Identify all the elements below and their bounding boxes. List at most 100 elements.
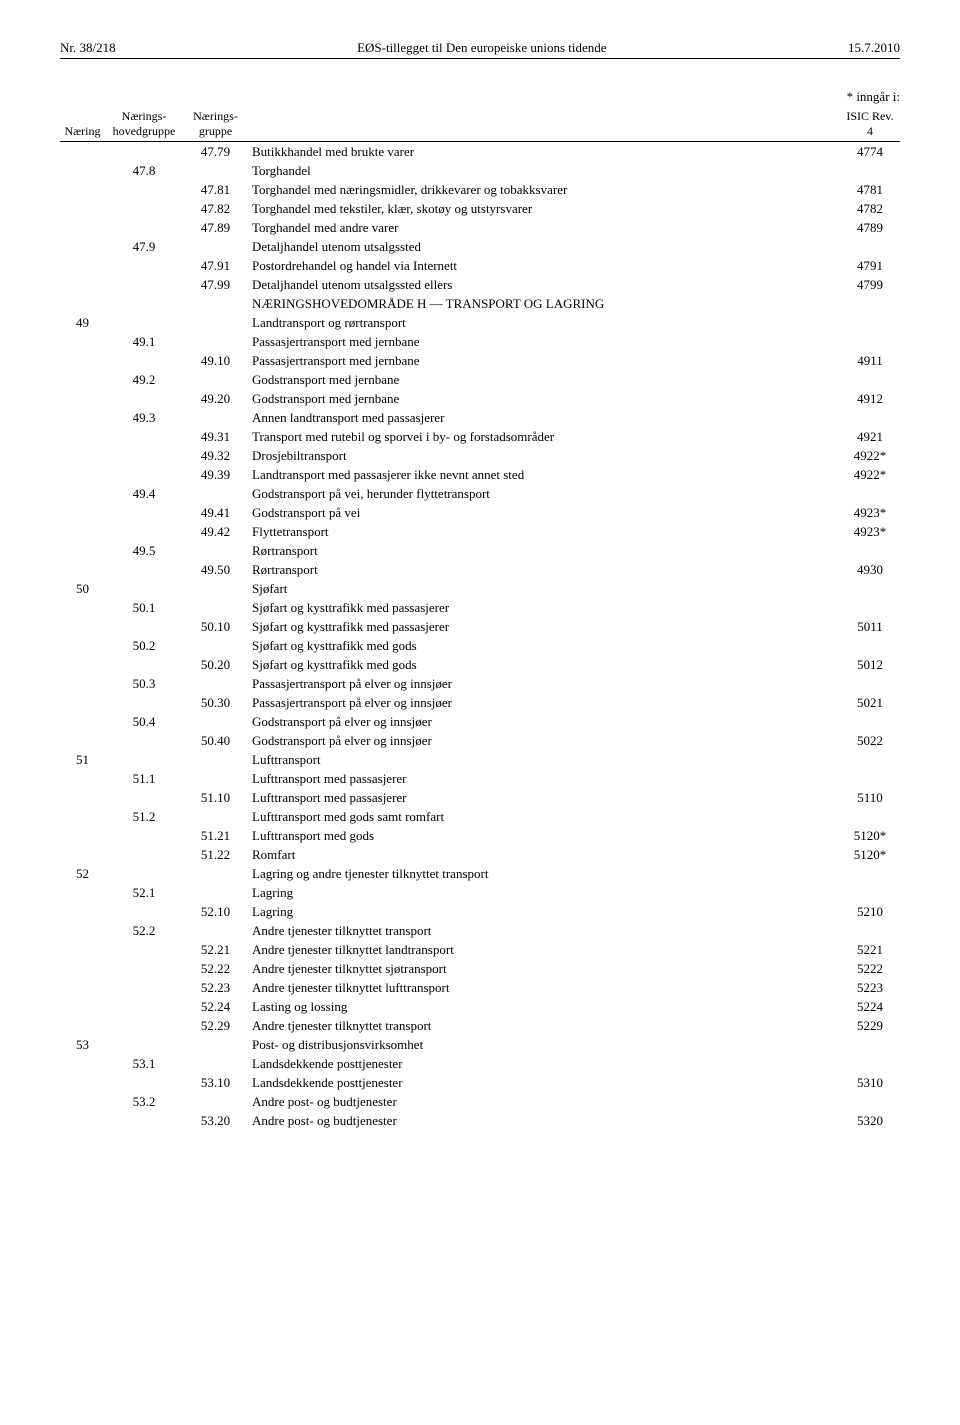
table-row: 49.3 Annen landtransport med passasjerer [60, 408, 900, 427]
cell [840, 921, 900, 940]
cell: 47.81 [183, 180, 248, 199]
cell: Detaljhandel utenom utsalgssted [248, 237, 840, 256]
cell [105, 446, 183, 465]
cell: Annen landtransport med passasjerer [248, 408, 840, 427]
cell: Lufttransport med gods [248, 826, 840, 845]
cell: 47.9 [105, 237, 183, 256]
cell: 51.22 [183, 845, 248, 864]
cell [183, 636, 248, 655]
cell: 5022 [840, 731, 900, 750]
cell: 5224 [840, 997, 900, 1016]
cell: 4923* [840, 503, 900, 522]
cell: 52 [60, 864, 105, 883]
cell [105, 1016, 183, 1035]
cell [105, 940, 183, 959]
cell [183, 769, 248, 788]
cell: Lufttransport med gods samt romfart [248, 807, 840, 826]
table-row: 52.1Lagring [60, 883, 900, 902]
cell [840, 237, 900, 256]
cell: Torghandel [248, 161, 840, 180]
cell: Godstransport på elver og innsjøer [248, 731, 840, 750]
table-row: 52.10Lagring5210 [60, 902, 900, 921]
cell [840, 1092, 900, 1111]
cell: Torghandel med andre varer [248, 218, 840, 237]
table-row: 51.21Lufttransport med gods5120* [60, 826, 900, 845]
table-row: 49Landtransport og rørtransport [60, 313, 900, 332]
cell: Passasjertransport på elver og innsjøer [248, 674, 840, 693]
cell [60, 370, 105, 389]
cell [105, 218, 183, 237]
cell: 4799 [840, 275, 900, 294]
header-center: EØS-tillegget til Den europeiske unions … [357, 40, 606, 56]
table-row: 49.42Flyttetransport4923* [60, 522, 900, 541]
cell: Andre post- og budtjenester [248, 1092, 840, 1111]
cell [840, 370, 900, 389]
table-row: 51Lufttransport [60, 750, 900, 769]
cell: 49.3 [105, 408, 183, 427]
table-row: 52.21Andre tjenester tilknyttet landtran… [60, 940, 900, 959]
cell [840, 541, 900, 560]
cell: 53.20 [183, 1111, 248, 1130]
cell: Sjøfart og kysttrafikk med gods [248, 636, 840, 655]
cell: 5210 [840, 902, 900, 921]
cell: 52.10 [183, 902, 248, 921]
cell: 52.23 [183, 978, 248, 997]
cell: Sjøfart [248, 579, 840, 598]
cell [60, 161, 105, 180]
cell [105, 560, 183, 579]
cell: Lagring og andre tjenester tilknyttet tr… [248, 864, 840, 883]
cell [60, 978, 105, 997]
cell [840, 674, 900, 693]
cell: Rørtransport [248, 541, 840, 560]
cell: Lagring [248, 883, 840, 902]
cell: 5012 [840, 655, 900, 674]
table-row: 47.91Postordrehandel og handel via Inter… [60, 256, 900, 275]
cell: Godstransport med jernbane [248, 370, 840, 389]
cell: 49.1 [105, 332, 183, 351]
cell [60, 921, 105, 940]
cell: 5320 [840, 1111, 900, 1130]
table-row: 51.22Romfart5120* [60, 845, 900, 864]
cell: 50.10 [183, 617, 248, 636]
table-row: 52.22Andre tjenester tilknyttet sjøtrans… [60, 959, 900, 978]
cell [840, 883, 900, 902]
cell: Romfart [248, 845, 840, 864]
cell [60, 256, 105, 275]
table-row: 49.5Rørtransport [60, 541, 900, 560]
cell [60, 522, 105, 541]
table-row: 47.9 Detaljhandel utenom utsalgssted [60, 237, 900, 256]
cell: 5222 [840, 959, 900, 978]
cell: Lasting og lossing [248, 997, 840, 1016]
table-row: 53.1Landsdekkende posttjenester [60, 1054, 900, 1073]
table-row: 50 Sjøfart [60, 579, 900, 598]
cell [105, 351, 183, 370]
cell: Godstransport på elver og innsjøer [248, 712, 840, 731]
cell [840, 484, 900, 503]
table-row: 49.41Godstransport på vei4923* [60, 503, 900, 522]
cell: Godstransport med jernbane [248, 389, 840, 408]
cell [105, 180, 183, 199]
cell: 47.99 [183, 275, 248, 294]
cell [840, 769, 900, 788]
cell: 50 [60, 579, 105, 598]
cell [840, 712, 900, 731]
cell [183, 712, 248, 731]
table-row: 47.79Butikkhandel med brukte varer4774 [60, 142, 900, 162]
cell: 51.21 [183, 826, 248, 845]
cell [60, 826, 105, 845]
cell: 5229 [840, 1016, 900, 1035]
cell [60, 997, 105, 1016]
cell: 52.22 [183, 959, 248, 978]
cell: Sjøfart og kysttrafikk med passasjerer [248, 598, 840, 617]
cell [105, 256, 183, 275]
cell: Godstransport på vei [248, 503, 840, 522]
cell [60, 351, 105, 370]
cell [60, 408, 105, 427]
cell [60, 769, 105, 788]
table-note: * inngår i: [60, 89, 900, 105]
cell [105, 959, 183, 978]
table-row: 52.2Andre tjenester tilknyttet transport [60, 921, 900, 940]
cell [183, 921, 248, 940]
cell [183, 1054, 248, 1073]
classification-table: Næring Nærings- hovedgruppe Nærings- gru… [60, 107, 900, 1130]
